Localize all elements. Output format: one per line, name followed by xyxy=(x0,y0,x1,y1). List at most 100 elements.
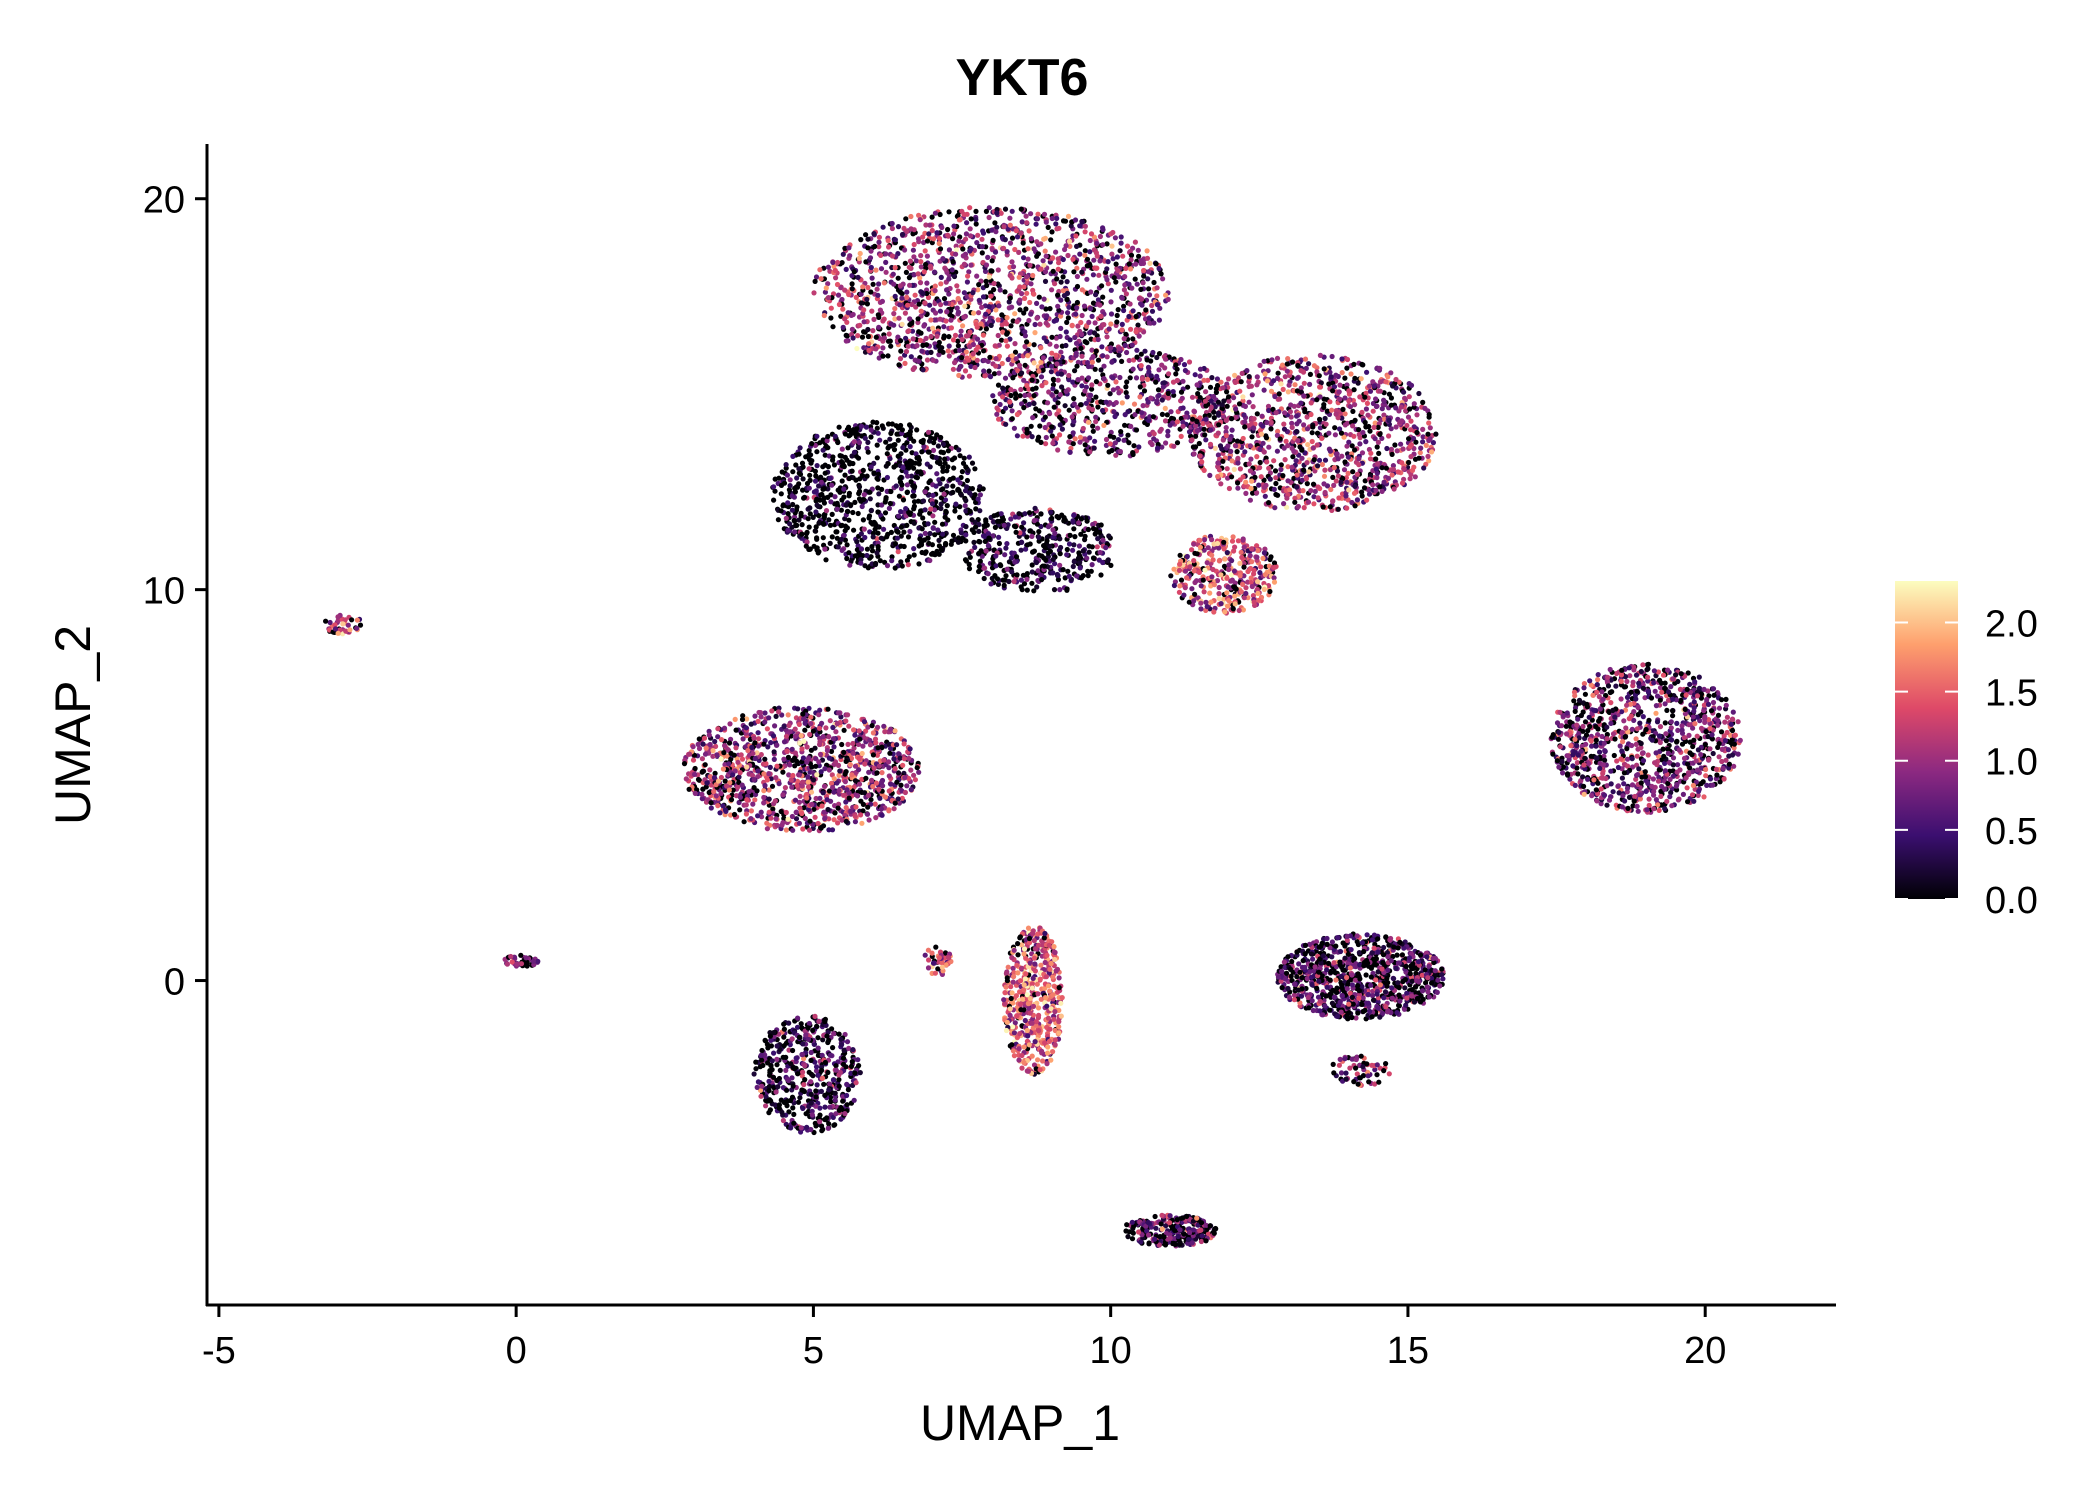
data-point xyxy=(1009,416,1015,422)
data-point xyxy=(1342,459,1348,465)
data-point xyxy=(1121,437,1127,443)
data-point xyxy=(1087,237,1093,244)
data-point xyxy=(1066,377,1072,383)
data-point xyxy=(999,322,1005,328)
data-point xyxy=(915,316,921,322)
data-point xyxy=(1240,537,1246,543)
data-point xyxy=(1109,251,1115,257)
data-point xyxy=(1218,601,1224,607)
data-point xyxy=(857,488,863,494)
data-point xyxy=(798,513,804,519)
data-point xyxy=(1109,447,1115,454)
data-point xyxy=(1093,419,1099,425)
data-point xyxy=(973,208,979,214)
data-point xyxy=(1285,356,1291,362)
data-point xyxy=(892,265,898,271)
data-point xyxy=(930,325,936,331)
data-point xyxy=(1110,375,1116,381)
data-point xyxy=(1377,484,1383,490)
data-point xyxy=(1045,524,1051,530)
data-point xyxy=(917,275,923,281)
data-point xyxy=(1024,220,1030,226)
data-point xyxy=(878,535,884,541)
data-point xyxy=(975,232,981,238)
data-point xyxy=(1089,406,1096,413)
data-point xyxy=(796,470,802,476)
data-point xyxy=(945,517,951,523)
data-point xyxy=(924,280,930,286)
data-point xyxy=(877,437,883,443)
data-point xyxy=(875,544,881,550)
data-point xyxy=(1050,570,1056,576)
data-point xyxy=(357,622,364,628)
data-point xyxy=(1344,356,1351,363)
data-point xyxy=(886,331,892,337)
data-point xyxy=(1066,407,1072,413)
data-point xyxy=(1179,395,1185,401)
data-point xyxy=(1249,392,1255,398)
data-point xyxy=(1262,493,1268,499)
data-point xyxy=(1035,211,1041,217)
data-point xyxy=(930,357,936,363)
data-point xyxy=(1105,259,1111,265)
data-point xyxy=(926,540,932,547)
data-point xyxy=(335,630,341,636)
data-point xyxy=(1177,583,1183,589)
data-point xyxy=(1054,215,1060,221)
data-point xyxy=(910,336,916,342)
data-point xyxy=(1264,459,1270,465)
data-point xyxy=(1385,374,1391,380)
data-point xyxy=(947,476,953,483)
data-point xyxy=(1058,349,1064,355)
data-point xyxy=(1049,424,1055,430)
data-point xyxy=(981,368,987,374)
data-point xyxy=(1107,391,1113,397)
data-point xyxy=(1271,486,1277,492)
data-point xyxy=(1315,495,1321,501)
data-point xyxy=(1200,577,1206,583)
data-point xyxy=(903,335,909,341)
data-point xyxy=(888,430,894,436)
data-point xyxy=(1178,433,1184,439)
data-point xyxy=(1070,547,1076,553)
data-point xyxy=(1227,436,1233,442)
data-point xyxy=(1064,279,1070,285)
data-point xyxy=(958,530,965,536)
data-point xyxy=(869,548,876,554)
data-point xyxy=(1041,543,1047,549)
data-point xyxy=(849,281,855,287)
data-point xyxy=(1009,408,1015,414)
data-point xyxy=(889,220,895,227)
data-point xyxy=(1309,438,1315,445)
data-point xyxy=(1016,249,1022,255)
data-point xyxy=(910,231,916,237)
data-point xyxy=(976,310,982,316)
data-point xyxy=(1254,554,1260,560)
data-point xyxy=(953,501,959,507)
data-point xyxy=(1214,578,1221,584)
data-point xyxy=(1072,436,1078,442)
data-point xyxy=(1389,451,1395,457)
data-point xyxy=(983,208,990,214)
data-point xyxy=(945,448,952,454)
data-point xyxy=(1411,401,1417,407)
data-point xyxy=(970,290,976,296)
data-point xyxy=(901,225,907,231)
data-point xyxy=(1147,260,1153,266)
data-point xyxy=(1093,379,1099,385)
data-point xyxy=(821,265,827,271)
data-point xyxy=(1085,419,1092,425)
data-point xyxy=(1269,357,1275,363)
data-point xyxy=(1235,455,1241,461)
data-point xyxy=(1298,385,1304,391)
data-point xyxy=(913,474,919,480)
data-point xyxy=(1074,363,1080,369)
data-point xyxy=(1145,399,1151,405)
data-point xyxy=(1224,466,1230,472)
data-point xyxy=(1193,444,1199,450)
data-point xyxy=(888,488,894,495)
data-point xyxy=(1122,282,1128,288)
data-point xyxy=(1224,403,1230,409)
data-point xyxy=(1208,599,1214,605)
data-point xyxy=(959,208,965,214)
